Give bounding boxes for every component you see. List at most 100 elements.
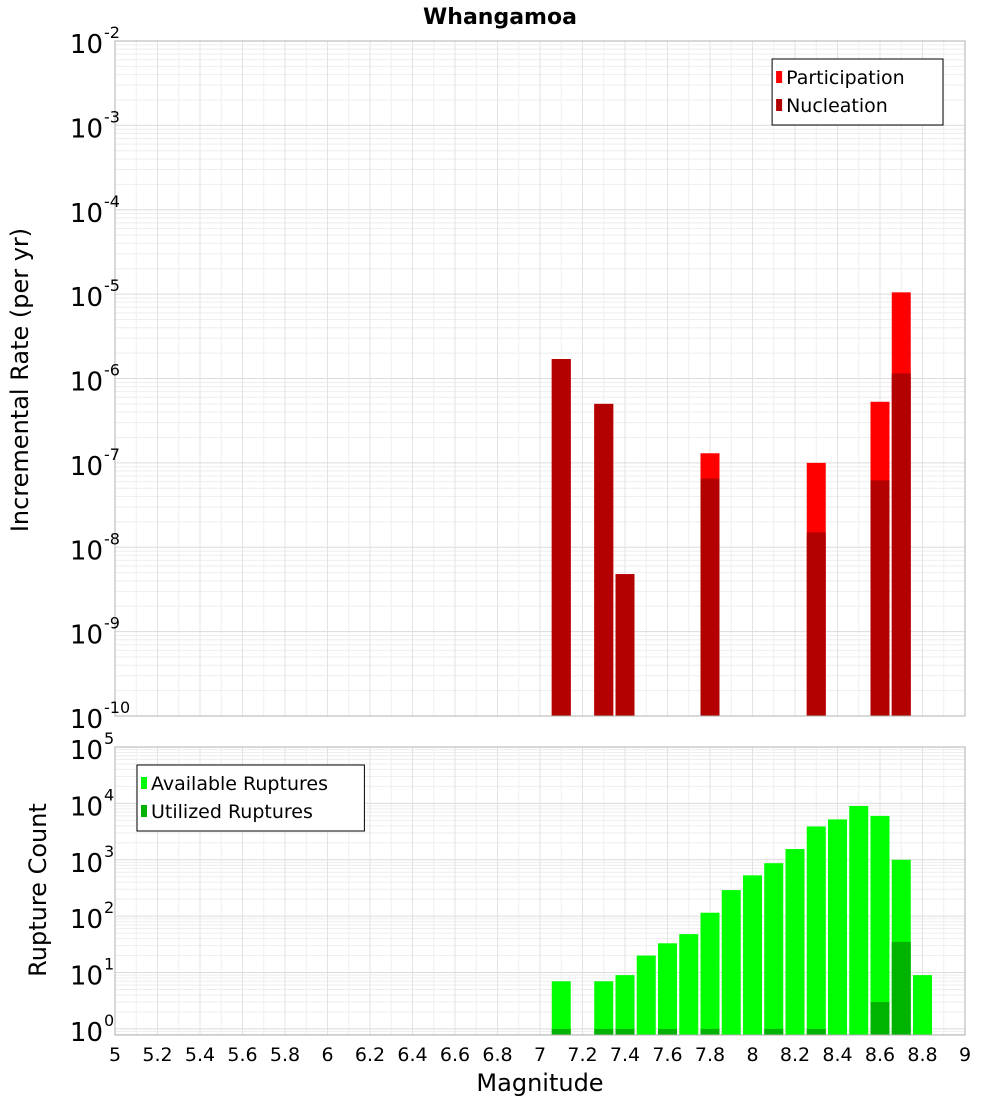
bar-available — [806, 826, 826, 1035]
x-tick-label: 5 — [109, 1044, 121, 1066]
x-tick-label: 5.8 — [270, 1044, 300, 1066]
y-tick-exponent: -2 — [104, 23, 120, 42]
bar-available — [636, 955, 656, 1035]
x-tick-label: 7.4 — [610, 1044, 640, 1066]
x-tick-label: 6.4 — [397, 1044, 427, 1066]
bar-available — [679, 934, 699, 1035]
y-tick-exponent: -10 — [104, 698, 130, 717]
x-tick-label: 8.6 — [865, 1044, 895, 1066]
x-tick-label: 6.6 — [440, 1044, 470, 1066]
bar-nucleation — [615, 574, 635, 716]
bar-available — [828, 819, 847, 1035]
y-tick-label: 10 — [70, 199, 103, 229]
bar-available — [700, 912, 720, 1035]
y-tick-exponent: 3 — [104, 842, 114, 861]
bar-utilized — [870, 1002, 890, 1035]
x-tick-label: 6.8 — [482, 1044, 512, 1066]
x-tick-label: 9 — [959, 1044, 971, 1066]
y-tick-label: 10 — [70, 114, 103, 144]
y-tick-exponent: 0 — [104, 1011, 114, 1030]
bar-utilized — [891, 941, 911, 1035]
bar-utilized — [551, 1028, 571, 1035]
legend-box — [771, 58, 944, 126]
top-y-axis-label: Incremental Rate (per yr) — [6, 228, 34, 532]
y-tick-exponent: -3 — [104, 107, 120, 126]
y-tick-exponent: 2 — [104, 898, 114, 917]
y-tick-label: 10 — [70, 736, 103, 766]
bar-available — [615, 975, 635, 1035]
y-tick-label: 10 — [70, 792, 103, 822]
x-tick-label: 7.8 — [695, 1044, 725, 1066]
bottom-y-axis-label: Rupture Count — [24, 803, 52, 977]
bar-available — [743, 875, 762, 1035]
x-tick-label: 8.4 — [822, 1044, 852, 1066]
plot-frame — [114, 40, 966, 717]
x-tick-label: 7 — [534, 1044, 546, 1066]
y-tick-label: 10 — [70, 905, 103, 935]
y-tick-label: 10 — [70, 368, 103, 398]
bar-utilized — [764, 1028, 784, 1035]
legend-label-utilized: Utilized Ruptures — [151, 801, 313, 823]
y-tick-exponent: 4 — [104, 785, 114, 804]
y-tick-exponent: -6 — [104, 361, 120, 380]
legend-box — [136, 764, 365, 832]
x-tick-label: 5.6 — [227, 1044, 257, 1066]
bar-utilized — [806, 1028, 826, 1035]
bar-available — [849, 805, 869, 1035]
x-tick-label: 8.2 — [780, 1044, 810, 1066]
bar-available — [551, 981, 571, 1035]
bar-available — [764, 863, 784, 1035]
bar-available — [913, 975, 932, 1035]
x-tick-label: 7.6 — [652, 1044, 682, 1066]
x-tick-label: 6 — [321, 1044, 333, 1066]
bar-utilized — [615, 1028, 635, 1035]
bar-nucleation — [870, 480, 890, 716]
y-tick-exponent: -5 — [104, 276, 120, 295]
bar-available — [785, 849, 805, 1035]
y-tick-exponent: -8 — [104, 529, 120, 548]
bar-nucleation — [594, 403, 614, 716]
legend-swatch-participation — [776, 71, 783, 83]
y-tick-label: 10 — [70, 536, 103, 566]
legend-label-available: Available Ruptures — [151, 773, 328, 795]
chart-title: Whangamoa — [423, 5, 577, 30]
x-tick-label: 5.4 — [185, 1044, 215, 1066]
legend-label-nucleation: Nucleation — [786, 95, 888, 117]
y-tick-label: 10 — [70, 283, 103, 313]
y-tick-exponent: 1 — [104, 955, 114, 974]
y-tick-exponent: -7 — [104, 445, 120, 464]
legend-label-participation: Participation — [786, 67, 905, 89]
legend-swatch-utilized — [141, 805, 147, 817]
y-tick-label: 10 — [70, 30, 103, 60]
plot-frame — [114, 746, 966, 1036]
y-tick-label: 10 — [70, 452, 103, 482]
x-axis-label: Magnitude — [476, 1069, 603, 1097]
x-tick-label: 8.8 — [907, 1044, 937, 1066]
bar-available — [658, 943, 677, 1035]
bar-utilized — [658, 1028, 677, 1035]
bar-available — [721, 890, 741, 1035]
y-tick-label: 10 — [70, 705, 103, 735]
y-tick-exponent: 5 — [104, 729, 114, 748]
bar-nucleation — [700, 478, 720, 716]
y-tick-exponent: -9 — [104, 614, 120, 633]
x-tick-label: 7.2 — [567, 1044, 597, 1066]
bar-available — [870, 815, 890, 1035]
y-tick-label: 10 — [70, 849, 103, 879]
bar-utilized — [594, 1028, 614, 1035]
y-tick-label: 10 — [70, 621, 103, 651]
legend-swatch-available — [141, 777, 147, 789]
bar-utilized — [700, 1028, 720, 1035]
y-tick-label: 10 — [70, 1018, 103, 1048]
bar-nucleation — [551, 359, 571, 716]
y-tick-exponent: -4 — [104, 192, 120, 211]
x-tick-label: 8 — [746, 1044, 758, 1066]
x-tick-label: 5.2 — [142, 1044, 172, 1066]
y-tick-label: 10 — [70, 962, 103, 992]
x-tick-label: 6.2 — [355, 1044, 385, 1066]
bar-nucleation — [806, 532, 826, 716]
legend-swatch-nucleation — [776, 99, 783, 111]
bar-nucleation — [891, 373, 911, 716]
